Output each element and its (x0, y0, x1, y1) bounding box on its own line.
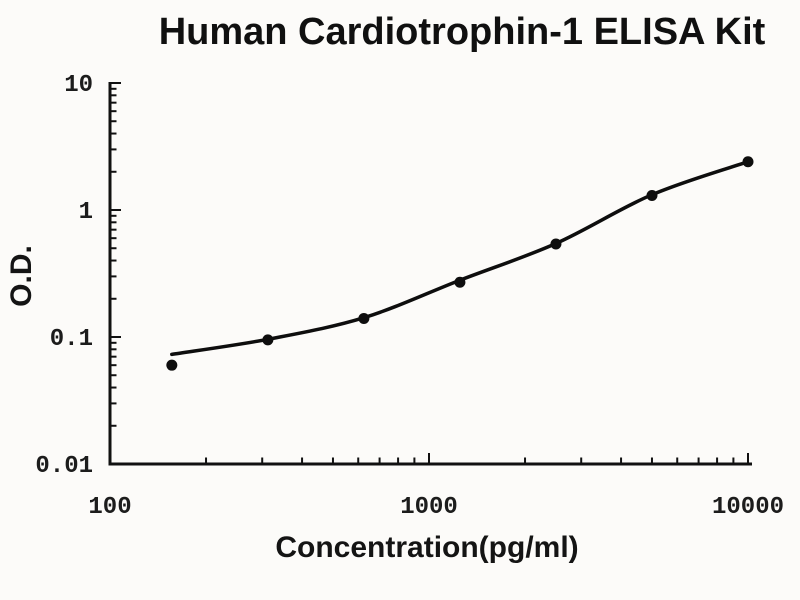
y-tick-label: 0.01 (35, 453, 93, 480)
y-tick-label: 1 (79, 199, 93, 226)
data-point (358, 312, 370, 324)
x-tick-label: 10000 (712, 494, 784, 521)
x-tick-label: 100 (88, 494, 131, 521)
x-tick-label: 1000 (400, 494, 458, 521)
data-point (550, 238, 562, 250)
data-point (646, 190, 658, 202)
data-point (454, 276, 466, 288)
chart-title: Human Cardiotrophin-1 ELISA Kit (158, 11, 766, 53)
data-point (262, 334, 274, 346)
y-tick-label: 0.1 (50, 326, 93, 353)
standard-curve-line (170, 159, 750, 357)
data-point (166, 359, 178, 371)
y-tick-label: 10 (64, 72, 93, 99)
data-point (742, 156, 754, 168)
x-axis-label: Concentration(pg/ml) (275, 531, 579, 564)
